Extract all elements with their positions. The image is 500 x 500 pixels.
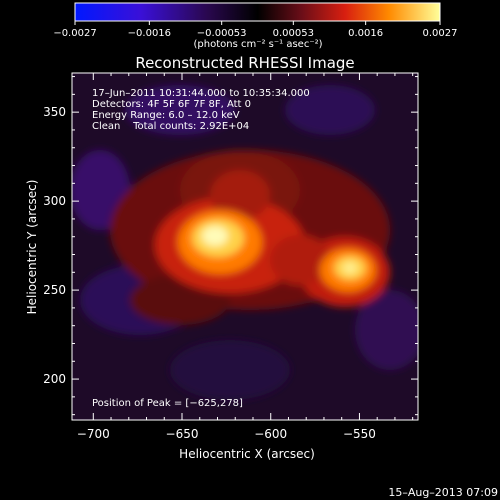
plot-frame — [71, 72, 419, 421]
colorbar-tick-label: −0.00053 — [197, 28, 247, 39]
y-tick-label: 300 — [43, 194, 66, 208]
colorbar-tick-label: 0.0016 — [348, 28, 383, 39]
x-tick-label: −650 — [166, 427, 199, 441]
heatmap-image — [72, 73, 418, 420]
colorbar-tick-label: 0.0027 — [423, 28, 458, 39]
colorbar — [74, 2, 441, 22]
x-axis-ticks: −700 −650 −600 −550 — [77, 73, 414, 441]
x-tick-label: −700 — [77, 427, 110, 441]
annotation-peak-position: Position of Peak = [−625,278] — [92, 398, 243, 409]
colorbar-tick-labels: −0.0027 −0.0016 −0.00053 0.00053 0.0016 0.002… — [53, 28, 457, 39]
colorbar-unit-label: (photons cm⁻² s⁻¹ asec⁻²) — [193, 39, 322, 50]
annotation-clean: Clean Total counts: 2.92E+04 — [92, 121, 250, 132]
y-tick-label: 200 — [43, 372, 66, 386]
colorbar-tick-label: 0.00053 — [273, 28, 314, 39]
y-axis-label: Heliocentric Y (arcsec) — [25, 180, 39, 315]
y-tick-label: 350 — [43, 105, 66, 119]
colorbar-tick-label: −0.0016 — [128, 28, 171, 39]
y-tick-label: 250 — [43, 283, 66, 297]
annotation-energy: Energy Range: 6.0 – 12.0 keV — [92, 110, 240, 121]
x-tick-label: −600 — [254, 427, 287, 441]
footer-timestamp: 15–Aug–2013 07:09 — [388, 486, 498, 499]
annotation-detectors: Detectors: 4F 5F 6F 7F 8F, Att 0 — [92, 99, 252, 110]
y-axis-ticks: 200 250 300 350 — [43, 76, 418, 416]
x-axis-label: Heliocentric X (arcsec) — [179, 447, 315, 461]
colorbar-ticks — [74, 21, 441, 25]
chart-title: Reconstructed RHESSI Image — [135, 54, 354, 72]
colorbar-tick-label: −0.0027 — [53, 28, 96, 39]
annotation-time: 17–Jun–2011 10:31:44.000 to 10:35:34.000 — [92, 88, 310, 99]
x-tick-label: −550 — [343, 427, 376, 441]
